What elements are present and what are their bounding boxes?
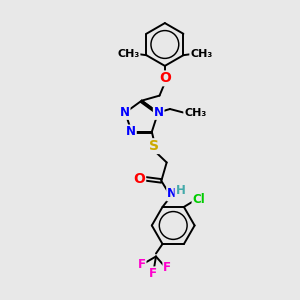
Text: H: H <box>176 184 185 197</box>
Text: Cl: Cl <box>192 193 205 206</box>
Text: N: N <box>154 106 164 119</box>
Text: O: O <box>159 71 171 85</box>
Text: F: F <box>163 261 171 274</box>
Text: N: N <box>126 125 136 138</box>
Text: CH₃: CH₃ <box>184 109 206 118</box>
Text: O: O <box>134 172 145 185</box>
Text: CH₃: CH₃ <box>190 49 212 59</box>
Text: S: S <box>149 139 159 153</box>
Text: F: F <box>138 258 146 271</box>
Text: CH₃: CH₃ <box>117 49 140 59</box>
Text: N: N <box>167 188 177 200</box>
Text: F: F <box>149 267 157 280</box>
Text: N: N <box>120 106 130 119</box>
